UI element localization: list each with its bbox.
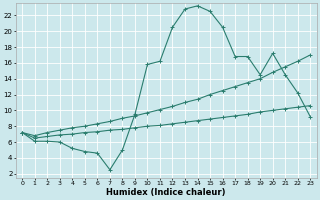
X-axis label: Humidex (Indice chaleur): Humidex (Indice chaleur) — [107, 188, 226, 197]
